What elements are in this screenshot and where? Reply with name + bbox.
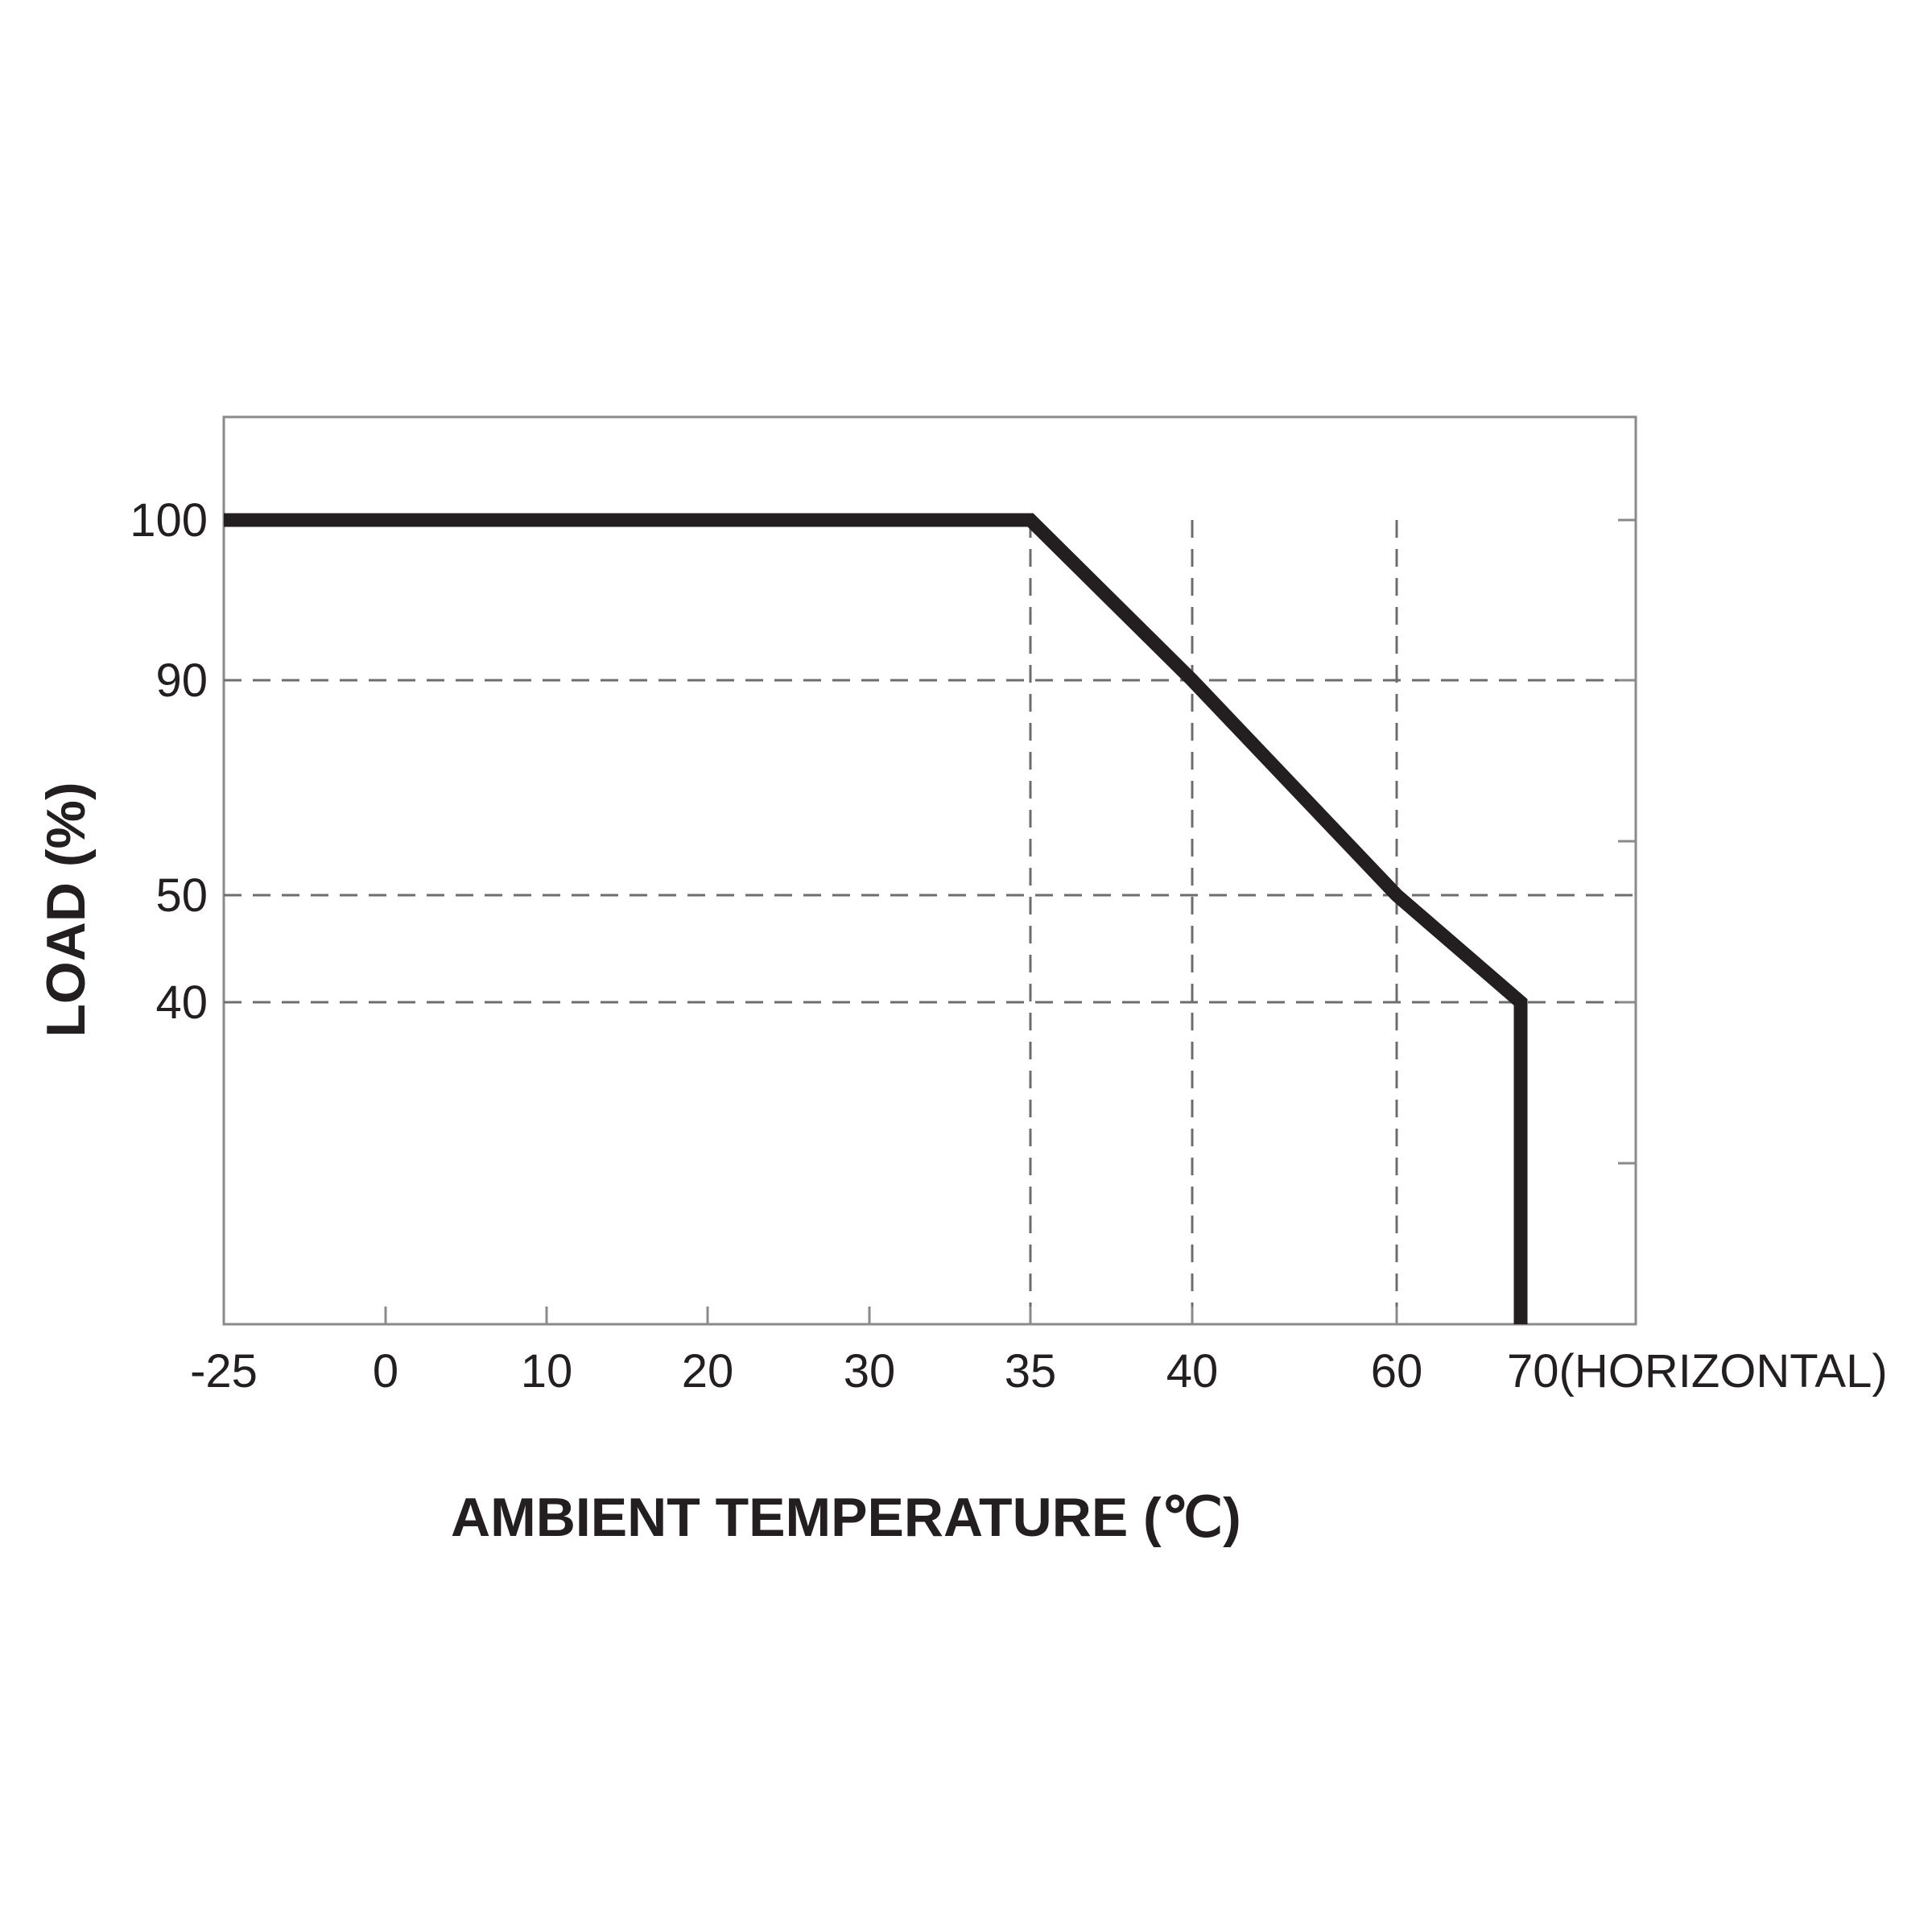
x-tick-label: 60 bbox=[1371, 1345, 1423, 1397]
y-tick-label: 40 bbox=[155, 976, 208, 1029]
x-tick-label: 30 bbox=[844, 1345, 896, 1397]
x-tick-label: 10 bbox=[521, 1345, 573, 1397]
series-line-0 bbox=[224, 513, 1528, 1324]
x-tick-label: -25 bbox=[190, 1345, 258, 1397]
series-layer bbox=[224, 513, 1528, 1324]
plot-frame-layer bbox=[222, 415, 1637, 1326]
y-axis-title: LOAD (%) bbox=[35, 782, 97, 1037]
y-tick-label: 50 bbox=[155, 869, 208, 922]
y-tick-labels: 100 90 50 40 bbox=[130, 494, 208, 1029]
x-axis-title: AMBIENT TEMPERATURE (℃) bbox=[451, 1487, 1241, 1548]
plot-frame bbox=[222, 415, 1637, 1326]
x-tick-label: 35 bbox=[1005, 1345, 1057, 1397]
x-tick-label: 0 bbox=[373, 1345, 398, 1397]
y-tick-label: 100 bbox=[130, 494, 208, 547]
x-tick-label: 40 bbox=[1166, 1345, 1219, 1397]
x-tick-label: 20 bbox=[682, 1345, 734, 1397]
y-tick-label: 90 bbox=[155, 654, 208, 707]
x-tick-labels: -25 0 10 20 30 35 40 60 70(HORIZONTAL) bbox=[190, 1345, 1888, 1397]
x-tick-label: 70(HORIZONTAL) bbox=[1507, 1345, 1888, 1397]
axis-ticks bbox=[384, 518, 1636, 1324]
